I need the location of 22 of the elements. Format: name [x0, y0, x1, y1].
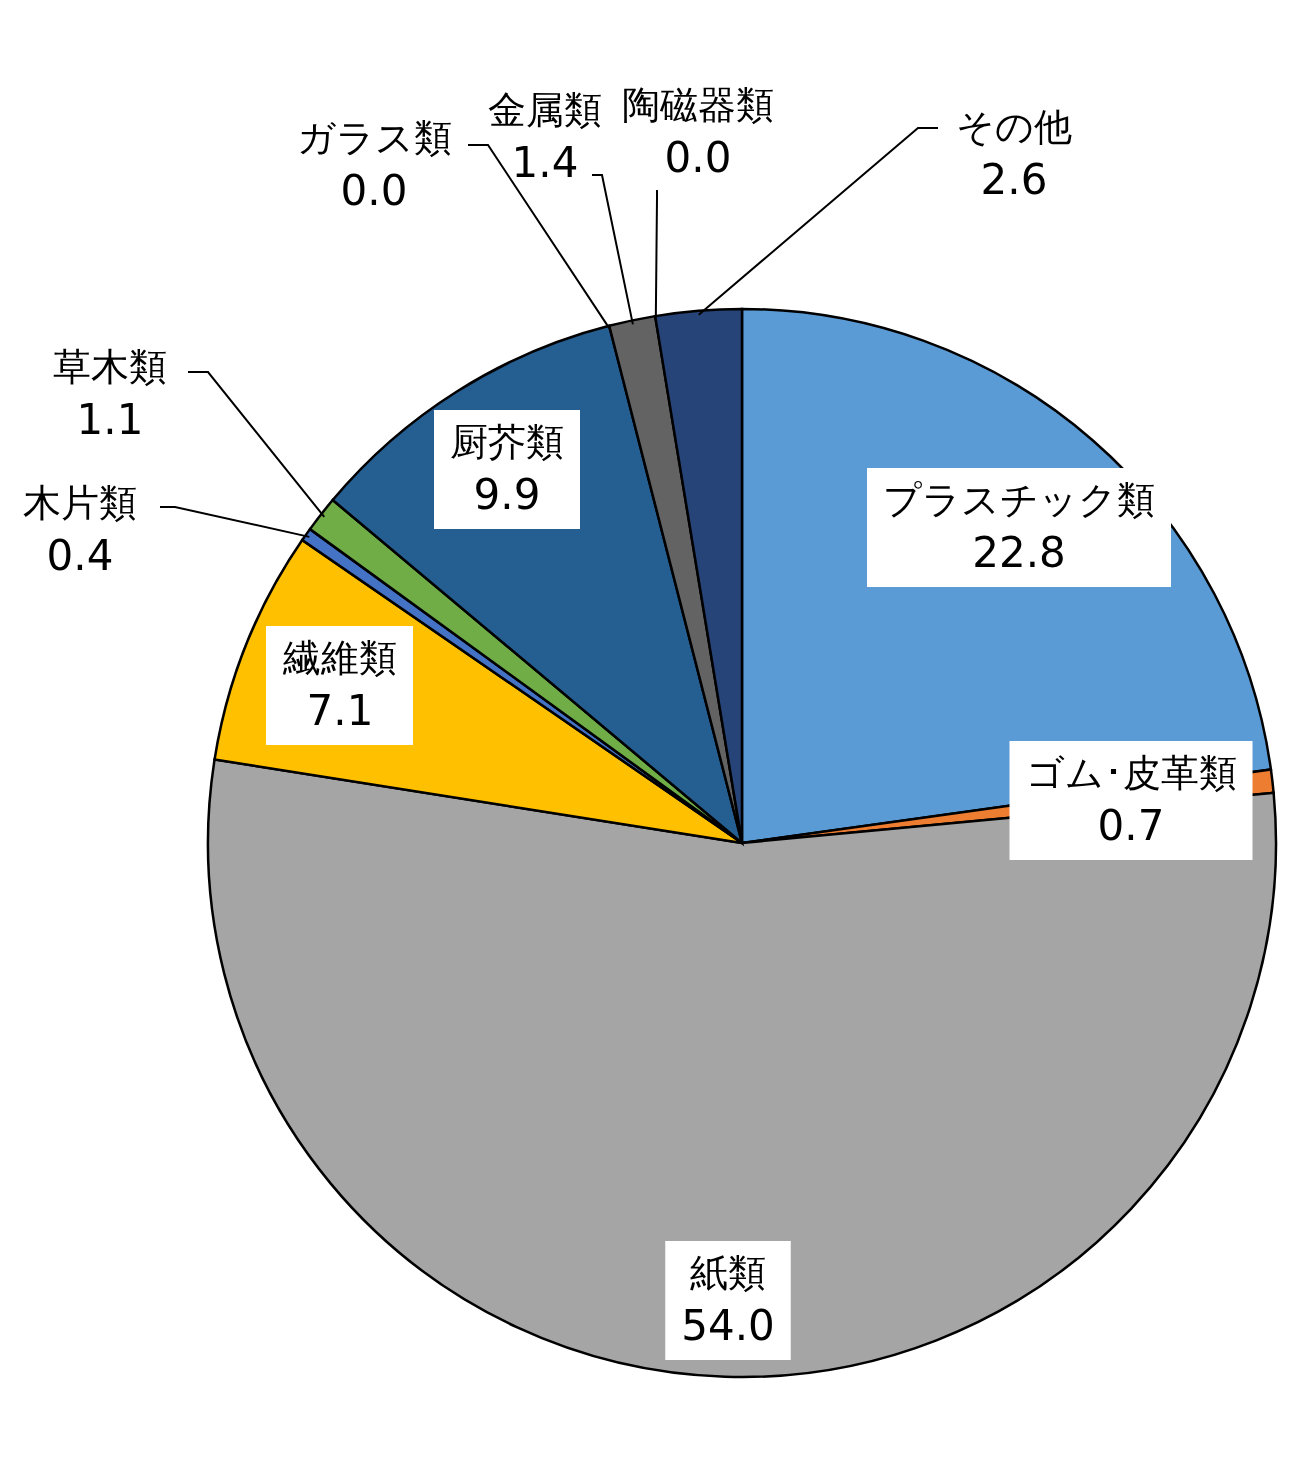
- data-label: 9.9: [473, 470, 541, 519]
- slice-label: 草木類: [53, 345, 167, 389]
- slice-label: ゴム･皮革類: [1025, 751, 1237, 795]
- data-label: 2.6: [980, 155, 1048, 204]
- slice-label: プラスチック類: [883, 478, 1155, 522]
- slice-label: 金属類: [488, 88, 602, 132]
- data-label: 0.4: [46, 531, 114, 580]
- slice-label: 紙類: [690, 1251, 766, 1295]
- data-label: 54.0: [681, 1301, 775, 1350]
- data-label: 0.7: [1097, 801, 1165, 850]
- slice-label: 厨芥類: [450, 420, 564, 464]
- data-label: 7.1: [306, 686, 374, 735]
- data-label: 1.4: [511, 138, 579, 187]
- data-label: 22.8: [972, 528, 1066, 577]
- slice-label: 木片類: [23, 481, 137, 525]
- category-label: 陶磁器類: [622, 83, 774, 127]
- data-label: 1.1: [76, 395, 144, 444]
- text: 0.0: [664, 133, 732, 182]
- text: 0.0: [340, 166, 408, 215]
- slice-label: その他: [956, 105, 1072, 149]
- category-label: ガラス類: [296, 116, 452, 160]
- slice-label: 繊維類: [282, 636, 397, 680]
